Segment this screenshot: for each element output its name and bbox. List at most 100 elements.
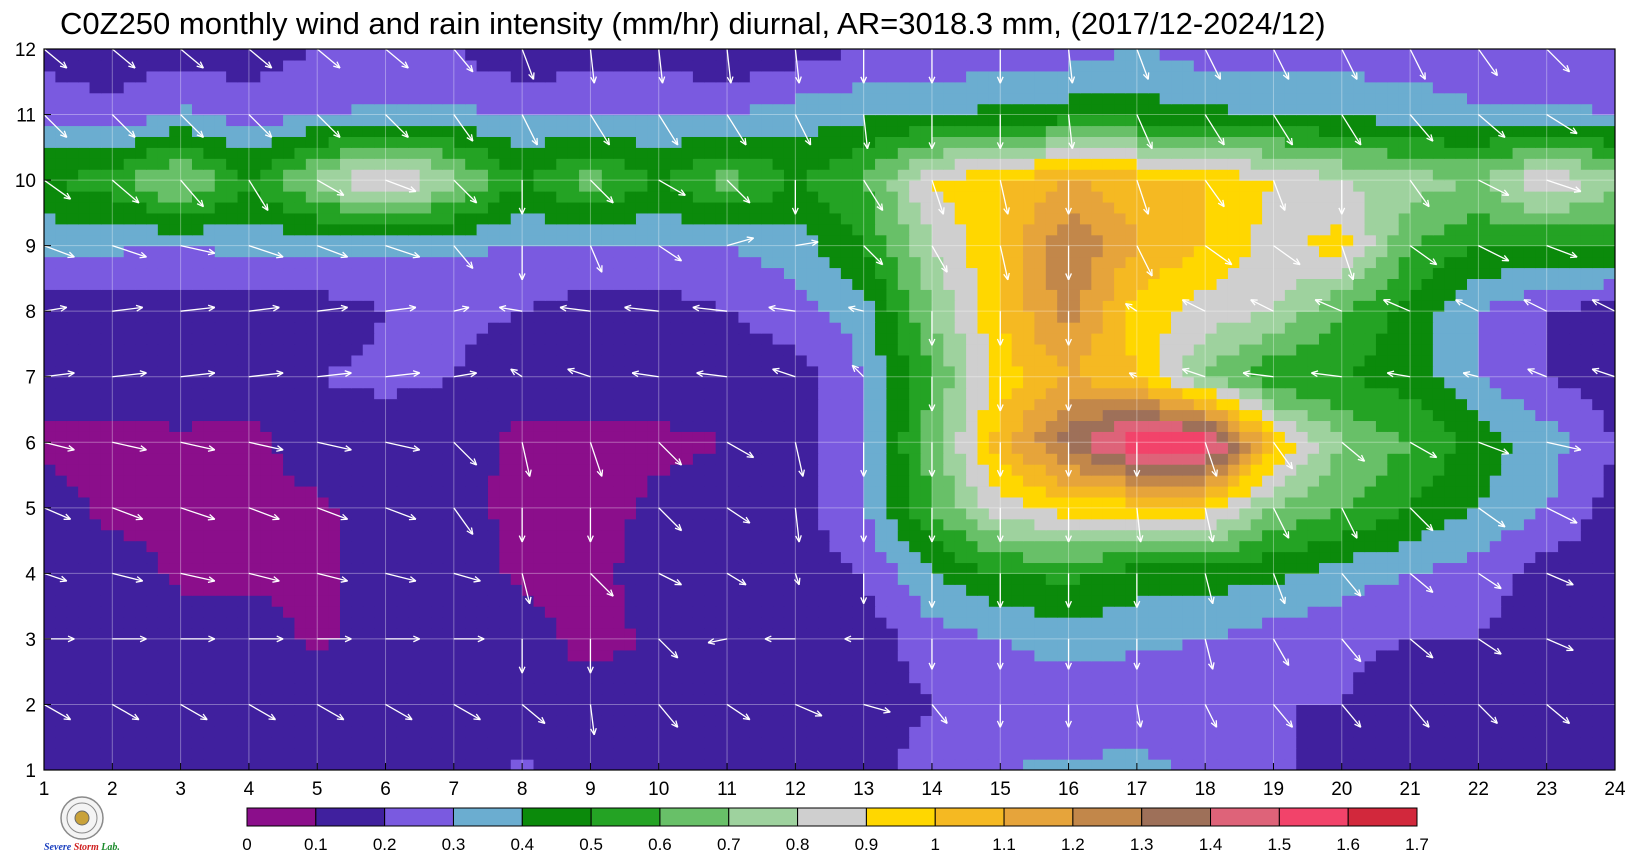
field-cell bbox=[1569, 453, 1582, 465]
field-cell bbox=[1205, 638, 1218, 651]
field-cell bbox=[78, 409, 91, 422]
field-cell bbox=[1262, 715, 1275, 727]
field-cell bbox=[305, 617, 318, 629]
field-cell bbox=[783, 496, 796, 509]
field-cell bbox=[1125, 627, 1138, 640]
field-cell bbox=[1079, 518, 1092, 531]
field-cell bbox=[1000, 475, 1013, 487]
field-cell bbox=[146, 627, 159, 640]
field-cell bbox=[818, 627, 831, 640]
field-cell bbox=[1410, 649, 1423, 662]
field-cell bbox=[601, 573, 614, 585]
field-cell bbox=[1159, 431, 1172, 443]
field-cell bbox=[1307, 693, 1320, 706]
field-cell bbox=[260, 551, 273, 564]
field-cell bbox=[1136, 464, 1149, 476]
field-cell bbox=[78, 671, 91, 684]
field-cell bbox=[1216, 617, 1229, 629]
field-cell bbox=[1034, 409, 1047, 422]
field-cell bbox=[1319, 485, 1331, 498]
field-cell bbox=[1467, 398, 1479, 411]
field-cell bbox=[1580, 409, 1593, 422]
field-cell bbox=[1375, 507, 1388, 520]
field-cell bbox=[909, 671, 922, 684]
field-cell bbox=[408, 759, 421, 770]
field-cell bbox=[1102, 649, 1115, 662]
field-cell bbox=[1273, 737, 1286, 749]
field-cell bbox=[237, 475, 250, 487]
field-cell bbox=[385, 485, 398, 498]
field-cell bbox=[44, 704, 56, 716]
field-cell bbox=[453, 704, 466, 716]
field-cell bbox=[1375, 638, 1388, 651]
field-cell bbox=[203, 715, 216, 727]
field-cell bbox=[1068, 387, 1081, 400]
field-cell bbox=[100, 431, 113, 443]
field-cell bbox=[749, 475, 762, 487]
field-cell bbox=[396, 551, 409, 564]
field-cell bbox=[863, 759, 876, 770]
field-cell bbox=[1171, 573, 1183, 585]
field-cell bbox=[294, 387, 307, 400]
field-cell bbox=[931, 584, 944, 596]
field-cell bbox=[886, 442, 899, 454]
field-cell bbox=[1296, 387, 1309, 400]
field-cell bbox=[1375, 671, 1388, 684]
field-cell bbox=[362, 529, 375, 542]
field-cell bbox=[783, 617, 796, 629]
field-cell bbox=[431, 617, 444, 629]
field-cell bbox=[248, 376, 261, 389]
field-cell bbox=[1023, 693, 1036, 706]
field-cell bbox=[260, 638, 273, 651]
field-cell bbox=[966, 409, 979, 422]
field-cell bbox=[1193, 464, 1206, 476]
field-cell bbox=[419, 464, 432, 476]
field-cell bbox=[180, 420, 193, 432]
field-cell bbox=[852, 606, 865, 618]
field-cell bbox=[533, 551, 546, 564]
field-cell bbox=[248, 540, 261, 553]
field-cell bbox=[1421, 617, 1434, 629]
field-cell bbox=[1489, 562, 1502, 574]
field-cell bbox=[214, 617, 227, 629]
field-cell bbox=[1353, 431, 1366, 443]
field-cell bbox=[1569, 420, 1582, 432]
field-cell bbox=[522, 627, 535, 640]
field-cell bbox=[1535, 682, 1548, 695]
field-cell bbox=[89, 627, 102, 640]
field-cell bbox=[749, 704, 762, 716]
field-cell bbox=[681, 726, 694, 738]
field-cell bbox=[1478, 518, 1491, 531]
field-cell bbox=[283, 442, 296, 454]
field-cell bbox=[1592, 551, 1605, 564]
field-cell bbox=[1455, 682, 1468, 695]
field-cell bbox=[1273, 409, 1286, 422]
field-cell bbox=[487, 518, 500, 531]
field-cell bbox=[727, 464, 740, 476]
field-cell bbox=[1000, 453, 1013, 465]
field-cell bbox=[1569, 398, 1582, 411]
field-cell bbox=[1011, 376, 1024, 389]
field-cell bbox=[1398, 627, 1411, 640]
field-cell bbox=[1011, 627, 1024, 640]
field-cell bbox=[1558, 617, 1571, 629]
field-cell bbox=[1284, 475, 1297, 487]
field-cell bbox=[875, 551, 888, 564]
field-cell bbox=[408, 551, 421, 564]
field-cell bbox=[1171, 420, 1183, 432]
field-cell bbox=[396, 693, 409, 706]
field-cell bbox=[1114, 660, 1127, 673]
field-cell bbox=[1501, 485, 1514, 498]
field-cell bbox=[248, 453, 261, 465]
field-cell bbox=[1432, 693, 1445, 706]
field-cell bbox=[1057, 518, 1070, 531]
field-cell bbox=[1398, 398, 1411, 411]
field-cell bbox=[169, 540, 182, 553]
field-cell bbox=[339, 715, 352, 727]
field-cell bbox=[1216, 475, 1229, 487]
field-cell bbox=[681, 464, 694, 476]
field-cell bbox=[1375, 551, 1388, 564]
field-cell bbox=[761, 529, 774, 542]
field-cell bbox=[1387, 496, 1400, 509]
field-cell bbox=[1558, 398, 1571, 411]
